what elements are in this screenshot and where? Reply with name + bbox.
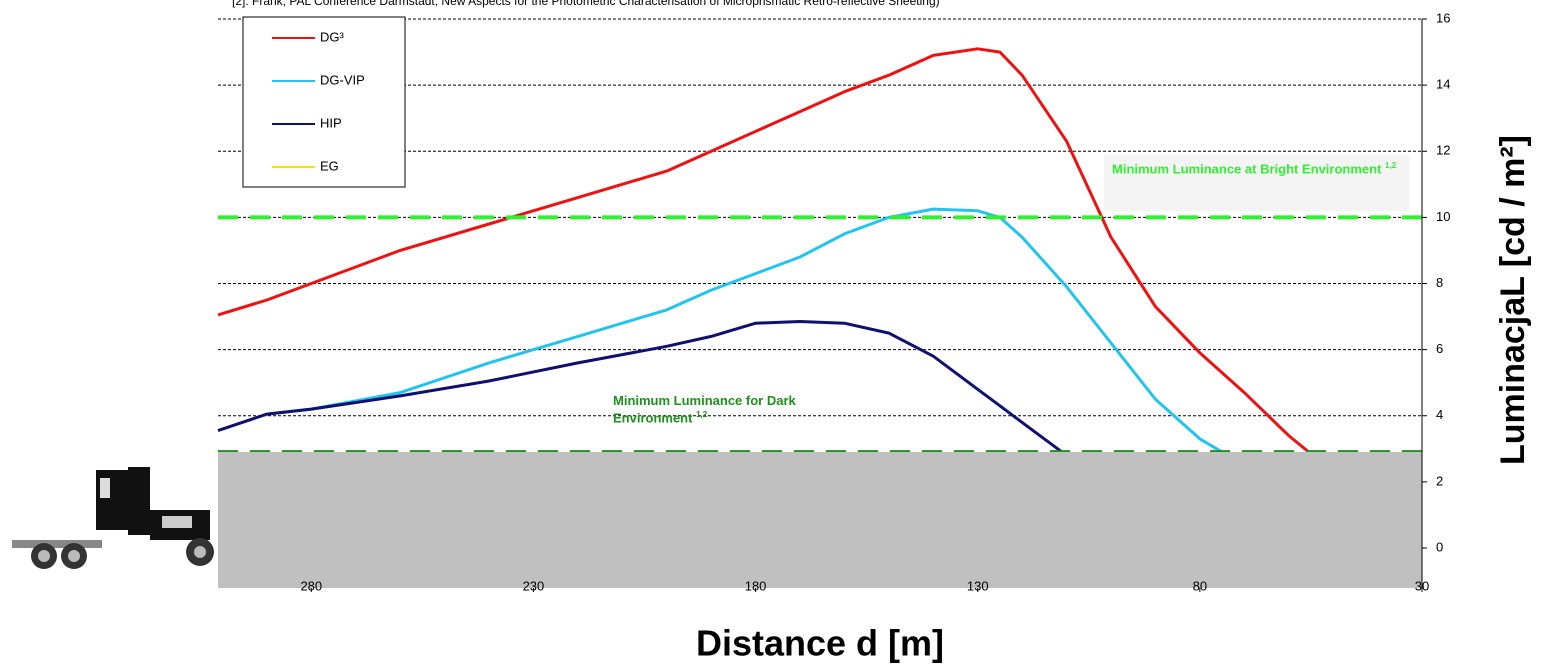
legend-label: HIP (320, 115, 342, 130)
chart-title: [2]: Frank, PAL Conference Darmstadt, Ne… (232, 0, 940, 8)
x-tick-label: 30 (1415, 578, 1429, 593)
x-tick-label: 180 (745, 578, 767, 593)
y-tick-label: 10 (1436, 209, 1450, 224)
x-tick-label: 80 (1193, 578, 1207, 593)
threshold-superscript: 1,2 (1385, 161, 1397, 171)
y-tick-label: 6 (1436, 341, 1443, 356)
series-line (217, 47, 1335, 474)
y-tick-label: 12 (1436, 143, 1450, 158)
y-tick-label: 4 (1436, 407, 1443, 422)
axes: 0 2 4 6 8 10 12 14 16 280 230 180 130 80 30 (300, 10, 1450, 593)
legend-entries: DG³ DG-VIP HIP EG (272, 29, 365, 173)
threshold-text: Minimum Luminance for Dark Environment (613, 393, 796, 426)
legend (242, 16, 406, 188)
y-tick-label: 16 (1436, 10, 1450, 25)
x-tick-label: 280 (300, 578, 322, 593)
road (218, 452, 1422, 588)
legend-label: DG-VIP (320, 72, 365, 87)
y-tick-label: 2 (1436, 473, 1443, 488)
threshold-text: Minimum Luminance at Bright Environment (1112, 161, 1382, 177)
lines (217, 47, 1335, 477)
series-line (217, 320, 1112, 477)
y-tick-label: 8 (1436, 275, 1443, 290)
y-axis-label: LuminacjaL [cd / m²] (1494, 135, 1532, 465)
legend-label: EG (320, 158, 339, 173)
threshold-superscript: 1,2 (696, 410, 708, 420)
threshold-label: Minimum Luminance for Dark Environment 1… (613, 394, 873, 425)
x-tick-label: 230 (523, 578, 545, 593)
y-tick-label: 14 (1436, 77, 1450, 92)
y-tick-label: 0 (1436, 539, 1443, 554)
threshold-label: Minimum Luminance at Bright Environment … (1104, 155, 1409, 212)
x-tick-label: 130 (967, 578, 989, 593)
truck-icon (12, 467, 214, 569)
series-line (266, 207, 1290, 477)
x-axis-label: Distance d [m] (696, 623, 944, 664)
legend-label: DG³ (320, 29, 345, 44)
